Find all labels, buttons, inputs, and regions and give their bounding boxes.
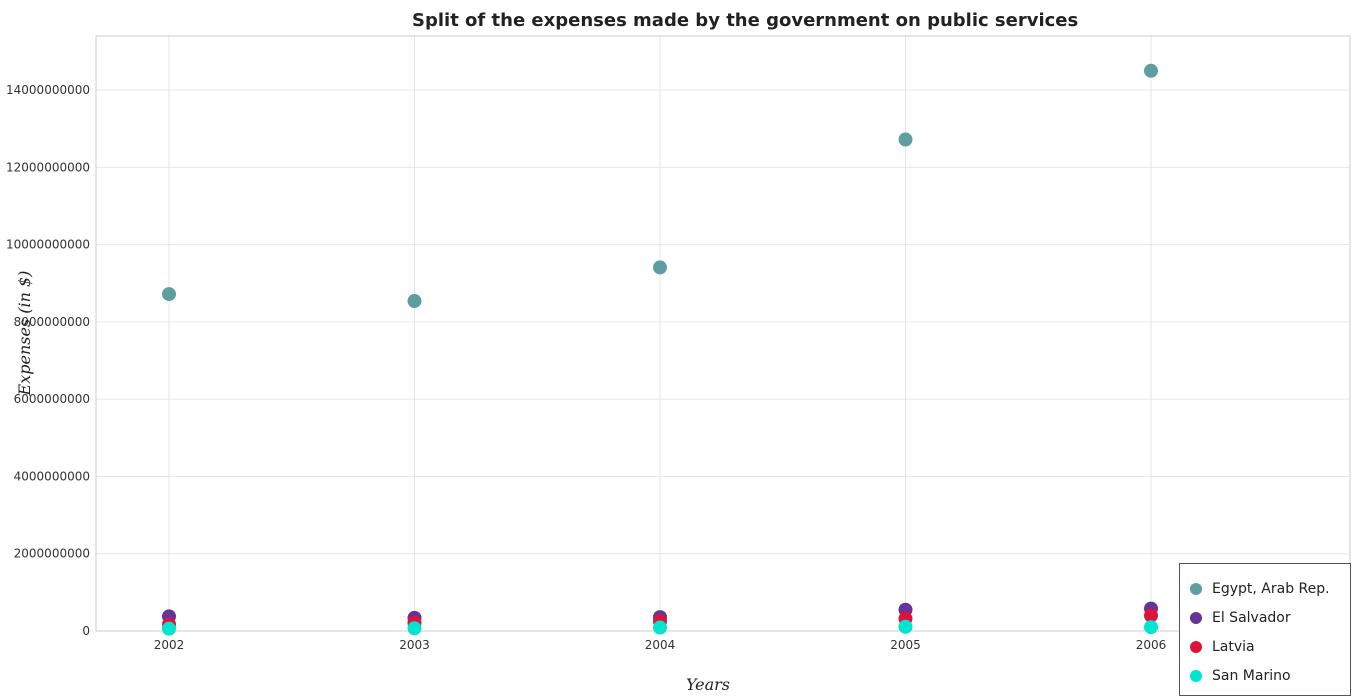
legend-marker [1190,670,1202,682]
x-tick-label: 2006 [1136,638,1167,652]
legend-marker [1190,641,1202,653]
legend: Egypt, Arab Rep. El Salvador Latvia San … [1179,563,1351,696]
legend-label: Latvia [1212,639,1255,655]
data-point [1144,63,1158,78]
y-tick-label: 2000000000 [14,547,90,561]
legend-item: San Marino [1190,665,1291,687]
chart-title: Split of the expenses made by the govern… [412,10,1078,31]
y-tick-label: 12000000000 [6,160,90,174]
data-point [162,621,176,636]
x-axis: 2002 2003 2004 2005 2006 [154,638,1167,652]
data-point [898,619,913,634]
legend-label: El Salvador [1212,610,1291,626]
y-axis: 0 2000000000 4000000000 6000000000 800000000… [6,83,90,638]
y-tick-label: 14000000000 [6,83,90,97]
y-axis-label: Expenses (in $) [15,271,34,397]
legend-label: San Marino [1212,668,1291,684]
data-point [653,260,667,275]
y-tick-label: 4000000000 [14,469,90,483]
y-tick-label: 8000000000 [14,315,90,329]
data-point [407,621,422,636]
grid [96,36,1350,632]
legend-item: Egypt, Arab Rep. [1190,578,1330,600]
y-tick-label: 10000000000 [6,238,90,252]
data-points [162,63,1158,636]
y-tick-label: 6000000000 [14,392,90,406]
y-tick-label: 0 [82,624,90,638]
legend-item: Latvia [1190,636,1255,658]
plot-area-border [95,35,1351,632]
data-point [407,294,422,309]
legend-marker [1190,612,1202,624]
x-tick-label: 2003 [399,638,430,652]
legend-marker [1190,583,1202,595]
x-tick-label: 2004 [645,638,676,652]
data-point [898,132,913,147]
legend-item: El Salvador [1190,607,1291,629]
x-tick-label: 2002 [154,638,185,652]
x-axis-label: Years [686,675,730,694]
legend-label: Egypt, Arab Rep. [1212,581,1330,597]
data-point [653,620,667,635]
data-point [1144,608,1158,623]
x-tick-label: 2005 [890,638,921,652]
data-point [162,287,176,302]
data-point [1144,620,1158,635]
